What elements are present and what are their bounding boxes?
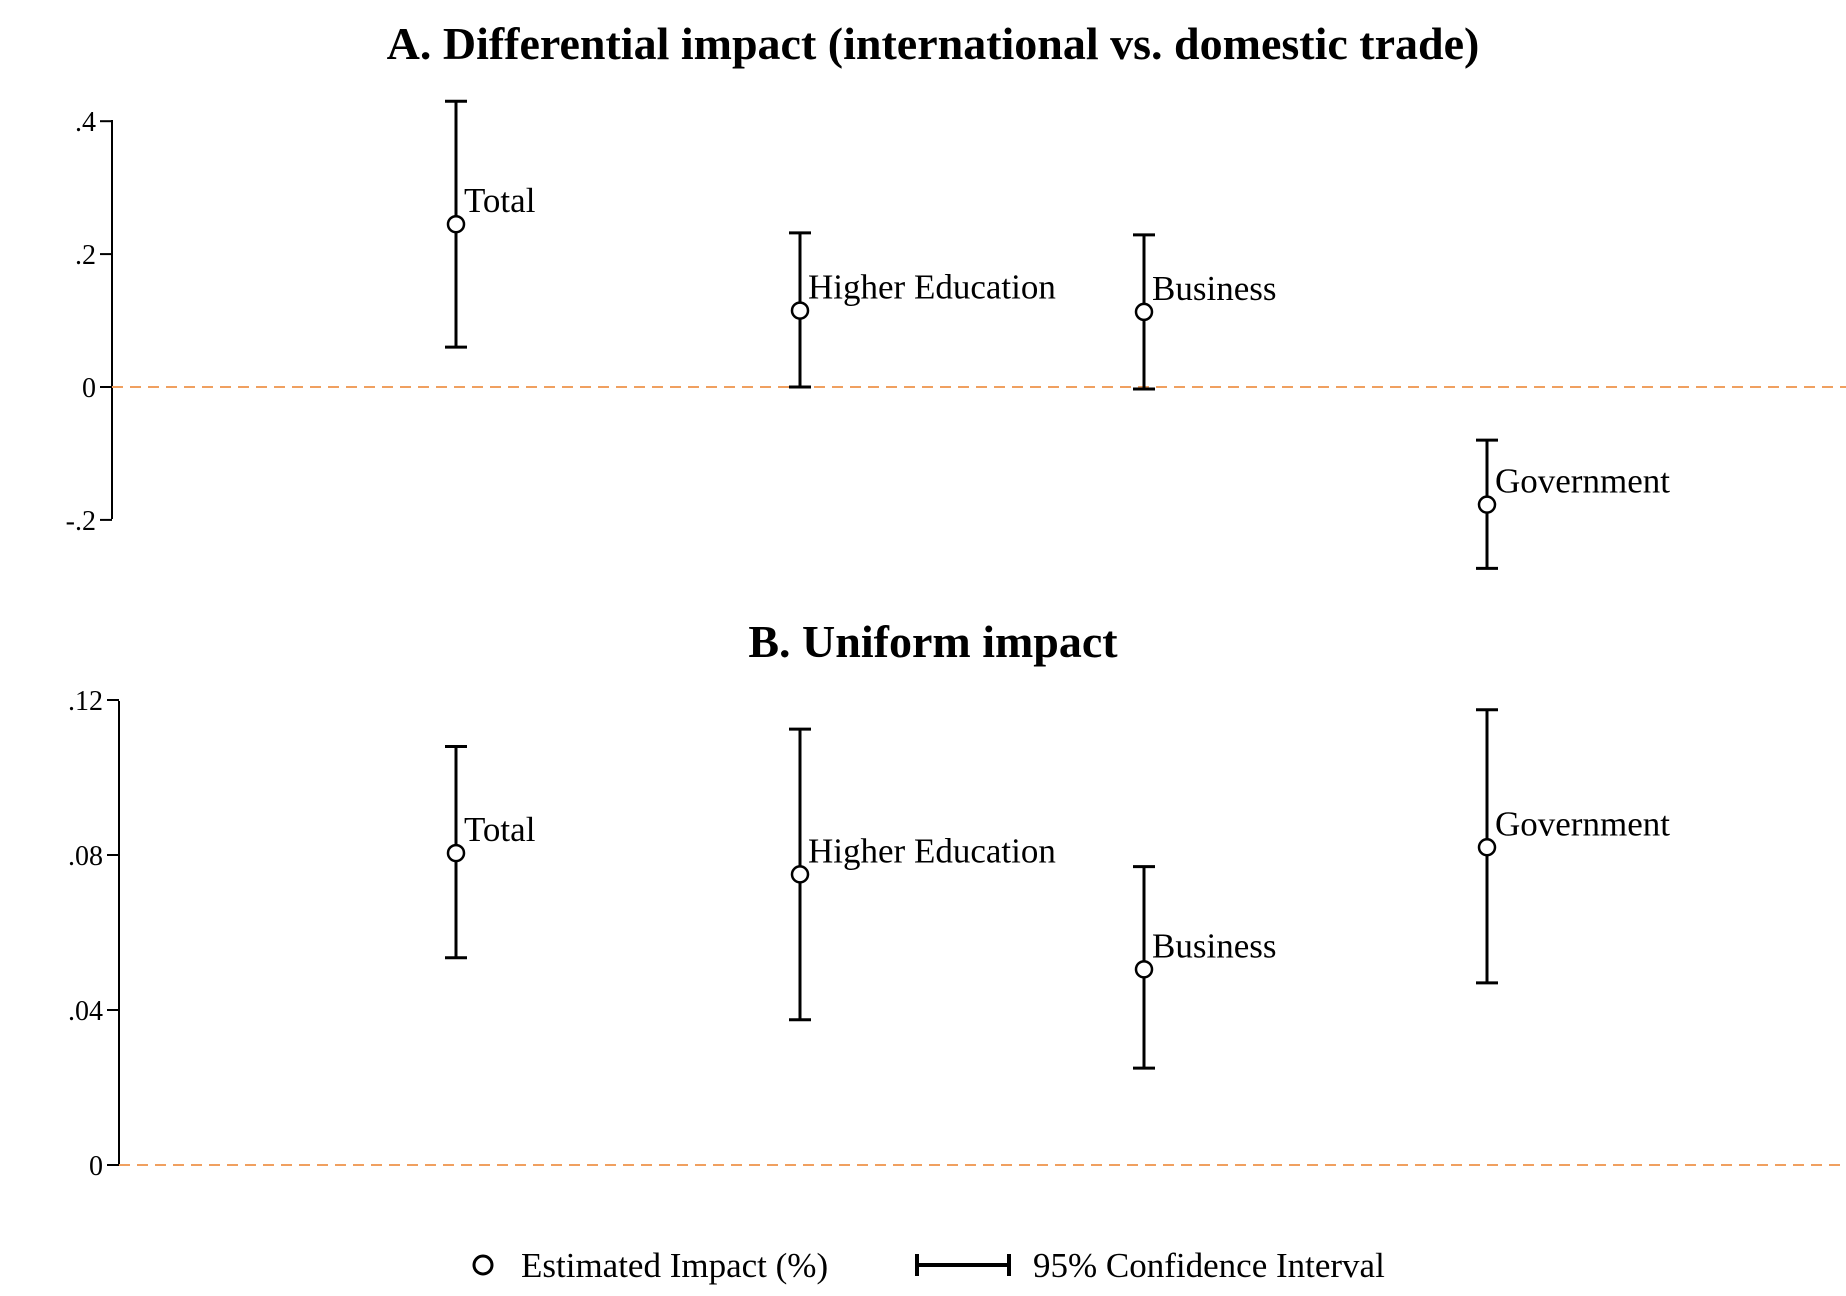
point-label-total: Total xyxy=(464,181,536,220)
y-tick-label: .12 xyxy=(68,686,103,717)
point-government xyxy=(1477,495,1497,514)
point-label-government: Government xyxy=(1495,462,1670,501)
point-total xyxy=(446,214,466,234)
point-label-business: Business xyxy=(1152,269,1276,308)
legend-point-marker xyxy=(472,1254,494,1276)
panel-a-y-ticks: .4 .2 0 -.2 xyxy=(66,107,112,537)
point-higher-education xyxy=(790,301,810,320)
y-tick-label: .2 xyxy=(75,240,96,271)
y-tick-label: .04 xyxy=(68,996,103,1027)
point-business xyxy=(1134,302,1154,322)
panel-b: B. Uniform impact .12 .08 .04 0 Total Higher… xyxy=(68,616,1846,1182)
y-tick-label: .08 xyxy=(68,841,103,872)
panel-b-y-ticks: .12 .08 .04 0 xyxy=(68,686,119,1182)
point-label-total: Total xyxy=(464,810,536,849)
point-total xyxy=(446,843,466,863)
panel-a: A. Differential impact (international vs… xyxy=(66,18,1846,570)
legend: Estimated Impact (%) 95% Confidence Inte… xyxy=(472,1246,1385,1285)
legend-point-label: Estimated Impact (%) xyxy=(521,1246,828,1285)
y-tick-label: 0 xyxy=(89,1151,103,1182)
point-label-higher-education: Higher Education xyxy=(808,268,1056,307)
point-business xyxy=(1134,960,1154,979)
legend-ci-label: 95% Confidence Interval xyxy=(1033,1246,1385,1285)
panel-a-marks: Total Higher Education Business Government xyxy=(445,99,1670,570)
point-label-higher-education: Higher Education xyxy=(808,831,1056,870)
panel-b-title: B. Uniform impact xyxy=(748,616,1118,667)
point-label-business: Business xyxy=(1152,926,1276,965)
point-higher-education xyxy=(790,865,810,884)
legend-ci-marker xyxy=(915,1254,1011,1276)
y-tick-label: -.2 xyxy=(66,506,96,537)
point-label-government: Government xyxy=(1495,804,1670,843)
panel-b-marks: Total Higher Education Business Government xyxy=(445,708,1670,1070)
point-government xyxy=(1477,838,1497,857)
panel-a-title: A. Differential impact (international vs… xyxy=(387,18,1480,69)
y-tick-label: 0 xyxy=(82,373,96,404)
y-tick-label: .4 xyxy=(75,107,96,138)
